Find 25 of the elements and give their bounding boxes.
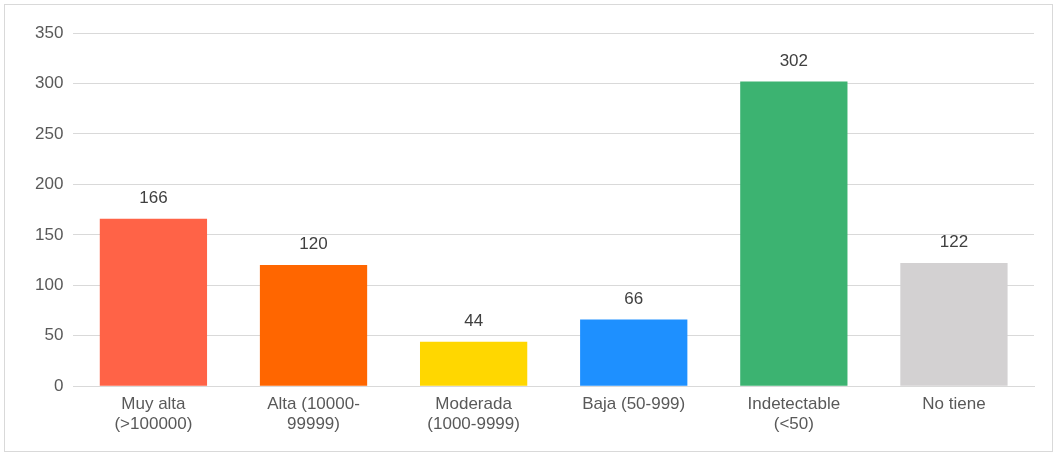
data-label: 166 — [139, 187, 168, 207]
x-tick-label: Indetectable (<50) — [747, 394, 841, 434]
bar — [740, 81, 848, 386]
y-tick-label: 100 — [34, 274, 64, 294]
y-tick-label: 200 — [34, 174, 64, 194]
x-tick-label: Moderada (1000-9999) — [427, 394, 520, 434]
data-label: 44 — [464, 310, 484, 330]
bar — [99, 218, 208, 386]
y-tick-label: 0 — [53, 375, 64, 395]
data-label: 122 — [939, 232, 969, 252]
x-tick-label: Alta (10000-99999) — [267, 394, 360, 434]
data-label: 66 — [624, 288, 644, 308]
data-label: 120 — [299, 234, 328, 254]
bar — [259, 265, 368, 386]
y-tick-label: 50 — [44, 325, 64, 345]
data-label: 302 — [779, 50, 809, 70]
y-tick-label: 350 — [34, 22, 64, 42]
x-tick-label: Baja (50-999) — [582, 394, 686, 414]
y-tick-label: 250 — [34, 123, 64, 143]
x-tick-label: No tiene — [922, 394, 986, 414]
y-tick-label: 300 — [34, 73, 64, 93]
x-tick-label: Muy alta (>100000) — [114, 394, 193, 434]
bar — [419, 341, 528, 386]
y-tick-label: 150 — [34, 224, 64, 244]
bar — [580, 319, 688, 386]
